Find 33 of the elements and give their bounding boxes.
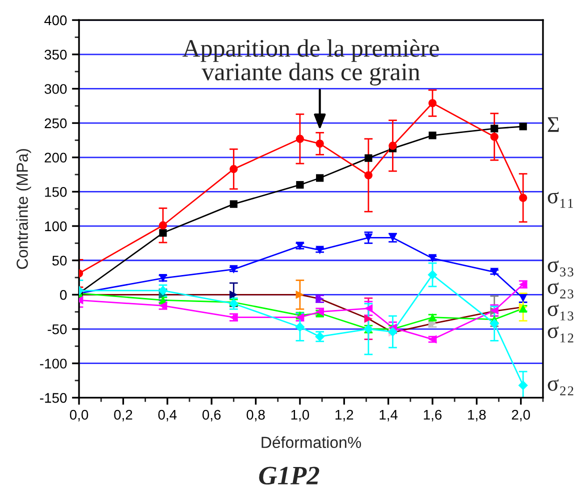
series-label: Σ xyxy=(548,117,559,132)
text: G1P2 xyxy=(259,466,320,485)
x-tick-label: 2,0 xyxy=(512,410,530,422)
x-tick-label: 0,0 xyxy=(70,410,88,422)
x-tick-label: 1,4 xyxy=(380,410,398,422)
series-label: σ₁₂ xyxy=(548,326,574,342)
y-axis-title: Contrainte (MPa) xyxy=(16,149,32,269)
x-tick-label: 0,8 xyxy=(246,410,265,422)
y-tick-label: -100 xyxy=(40,358,67,369)
y-tick-label: 300 xyxy=(44,84,67,94)
y-tick-label: -150 xyxy=(40,393,67,403)
y-tick-label: 250 xyxy=(44,118,67,128)
x-tick-label: 1,0 xyxy=(291,410,310,422)
series-label: σ₂₂ xyxy=(548,379,574,396)
x-tick-label: 0,2 xyxy=(114,410,132,422)
y-tick-label: 200 xyxy=(44,152,67,163)
x-tick-label: 1,2 xyxy=(336,410,354,422)
series-label: σ₁₃ xyxy=(548,304,574,320)
y-tick-label: 400 xyxy=(44,15,67,26)
series-label: σ₁₁ xyxy=(548,192,573,208)
x-tick-label: 1,8 xyxy=(468,410,486,422)
x-axis-title: Déformation% xyxy=(262,436,362,448)
series-label: σ₂₃ xyxy=(548,282,574,298)
y-tick-label: 100 xyxy=(45,221,67,232)
x-tick-label: 0,4 xyxy=(158,410,177,422)
y-tick-label: 0 xyxy=(60,290,67,300)
y-tick-label: -50 xyxy=(48,324,67,334)
x-tick-label: 0,6 xyxy=(202,410,221,422)
y-tick-label: 50 xyxy=(52,256,67,266)
x-tick-label: 1,6 xyxy=(424,410,442,422)
y-tick-label: 350 xyxy=(44,50,67,60)
y-tick-label: 150 xyxy=(45,187,67,197)
series-label: σ₃₃ xyxy=(548,260,574,276)
